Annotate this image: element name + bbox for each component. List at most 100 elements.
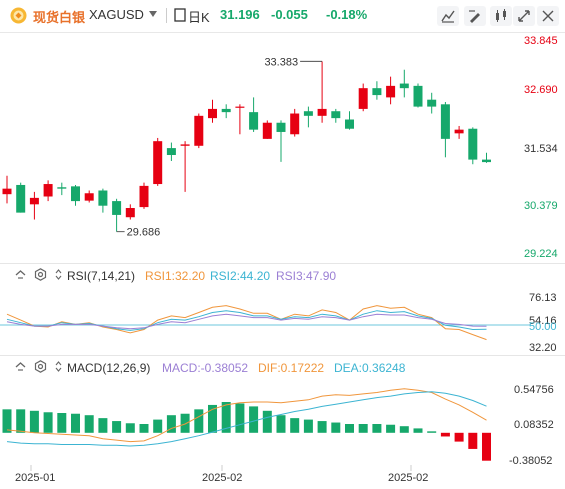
collapse-icon[interactable] (14, 268, 27, 281)
macd-bar (317, 421, 327, 433)
rsi-chart[interactable]: 76.13 54.16 50.00 32.20 (0, 284, 565, 354)
chevron-down-icon[interactable] (149, 11, 157, 17)
candle-body (125, 208, 135, 218)
rsi-legend: RSI(7,14,21) RSI1:32.20 RSI2:44.20 RSI3:… (0, 266, 565, 284)
fullscreen-button[interactable] (513, 6, 535, 26)
time-label: 2025-02 (388, 472, 428, 484)
brand-name: 现货白银 (33, 10, 86, 25)
compare-button[interactable] (490, 6, 512, 26)
compare-icon (496, 9, 506, 22)
gear-icon[interactable] (34, 360, 47, 373)
candle-body (166, 148, 176, 156)
macd-bar (413, 428, 423, 433)
macd-bar (208, 404, 217, 433)
candle-body (317, 108, 327, 116)
rsi1-value: RSI1:32.20 (145, 269, 206, 283)
macd-bar (399, 426, 409, 433)
dea-line (6, 391, 487, 447)
candle-body (454, 129, 464, 134)
candle-body (386, 85, 396, 98)
macd-bar (427, 431, 437, 433)
price-change: -0.055 (271, 7, 308, 22)
collapse-icon[interactable] (14, 360, 27, 373)
candle-body (482, 159, 491, 163)
candle-body (276, 122, 286, 132)
rsi-tick: 76.13 (529, 292, 557, 304)
macd-bar (331, 422, 341, 433)
settings-button[interactable] (537, 6, 559, 26)
macd-bar (16, 409, 26, 433)
rsi-series-line (6, 310, 487, 331)
macd-tick: 0.08352 (514, 419, 554, 431)
macd-bar (71, 413, 80, 433)
candle-body (194, 115, 204, 146)
macd-bar (440, 432, 450, 437)
macd-bar (180, 413, 190, 433)
indicator-settings-icon (441, 10, 455, 23)
candle-body (43, 184, 53, 197)
silver-logo-icon (10, 7, 27, 24)
dif-line (6, 388, 487, 443)
macd-bar (386, 424, 396, 433)
candle-body (98, 190, 108, 206)
macd-bar (2, 409, 12, 433)
candle-body (29, 197, 39, 205)
price-chart[interactable]: 33.845 32.690 31.534 30.379 29.224 33.38… (0, 32, 565, 262)
macd-bar (468, 432, 478, 449)
candle-body (262, 122, 272, 139)
macd-bar (57, 413, 67, 433)
candle-body (112, 201, 122, 215)
dea-value: DEA:0.36248 (334, 361, 406, 375)
low-marker: 29.686 (116, 227, 161, 239)
draw-tool-button[interactable] (464, 6, 486, 26)
candle-body (345, 119, 354, 129)
calendar-icon[interactable] (174, 7, 190, 23)
gear-icon[interactable] (34, 268, 47, 281)
macd-bar (221, 402, 231, 433)
macd-tick: -0.38052 (509, 455, 552, 467)
candle-body (180, 144, 190, 146)
candle-body (221, 108, 231, 113)
candle-body (290, 113, 300, 135)
period-selector[interactable]: 日K (188, 10, 210, 25)
symbol-selector[interactable]: XAGUSD (89, 7, 144, 22)
low-label: 29.686 (127, 227, 161, 239)
rsi-lines (6, 305, 487, 341)
macd-bar (139, 424, 149, 433)
macd-bar (153, 419, 163, 433)
panel-divider (0, 355, 565, 356)
swap-icon[interactable] (54, 268, 63, 281)
candle-body (413, 85, 423, 107)
panel-divider (0, 263, 565, 264)
macd-bar (358, 424, 368, 433)
macd-tick: 0.54756 (514, 384, 554, 396)
indicator-settings-button[interactable] (437, 6, 459, 26)
macd-bar (98, 418, 108, 433)
macd-bar (345, 424, 354, 433)
rsi-series-line (6, 305, 487, 341)
time-label: 2025-01 (15, 472, 55, 484)
symbol-header: 现货白银 XAGUSD 日K 31.196 -0.055 -0.18% (0, 0, 565, 33)
rsi-tick: 54.16 (529, 315, 557, 327)
macd-bar (194, 409, 204, 433)
candle-body (84, 193, 94, 201)
rsi-tick: 32.20 (529, 342, 557, 354)
candles (2, 61, 491, 232)
price-tick: 31.534 (524, 143, 558, 155)
macd-bar (84, 415, 94, 433)
price-axis: 33.845 32.690 31.534 30.379 29.224 (524, 35, 558, 260)
fullscreen-icon (518, 10, 530, 22)
rsi-name: RSI(7,14,21) (67, 269, 136, 283)
candle-body (249, 112, 259, 130)
macd-bar (482, 432, 491, 461)
draw-tool-icon (469, 10, 480, 23)
divider (166, 8, 167, 23)
macd-bar (235, 403, 245, 433)
macd-bar (290, 418, 300, 433)
price-tick: 29.224 (524, 248, 558, 260)
macd-bar (125, 423, 135, 433)
macd-chart[interactable]: 0.54756 0.08352 -0.38052 2025-01 2025-02… (0, 376, 565, 489)
time-axis: 2025-01 2025-02 2025-02 (15, 465, 428, 484)
candle-body (427, 99, 437, 107)
swap-icon[interactable] (54, 360, 63, 373)
